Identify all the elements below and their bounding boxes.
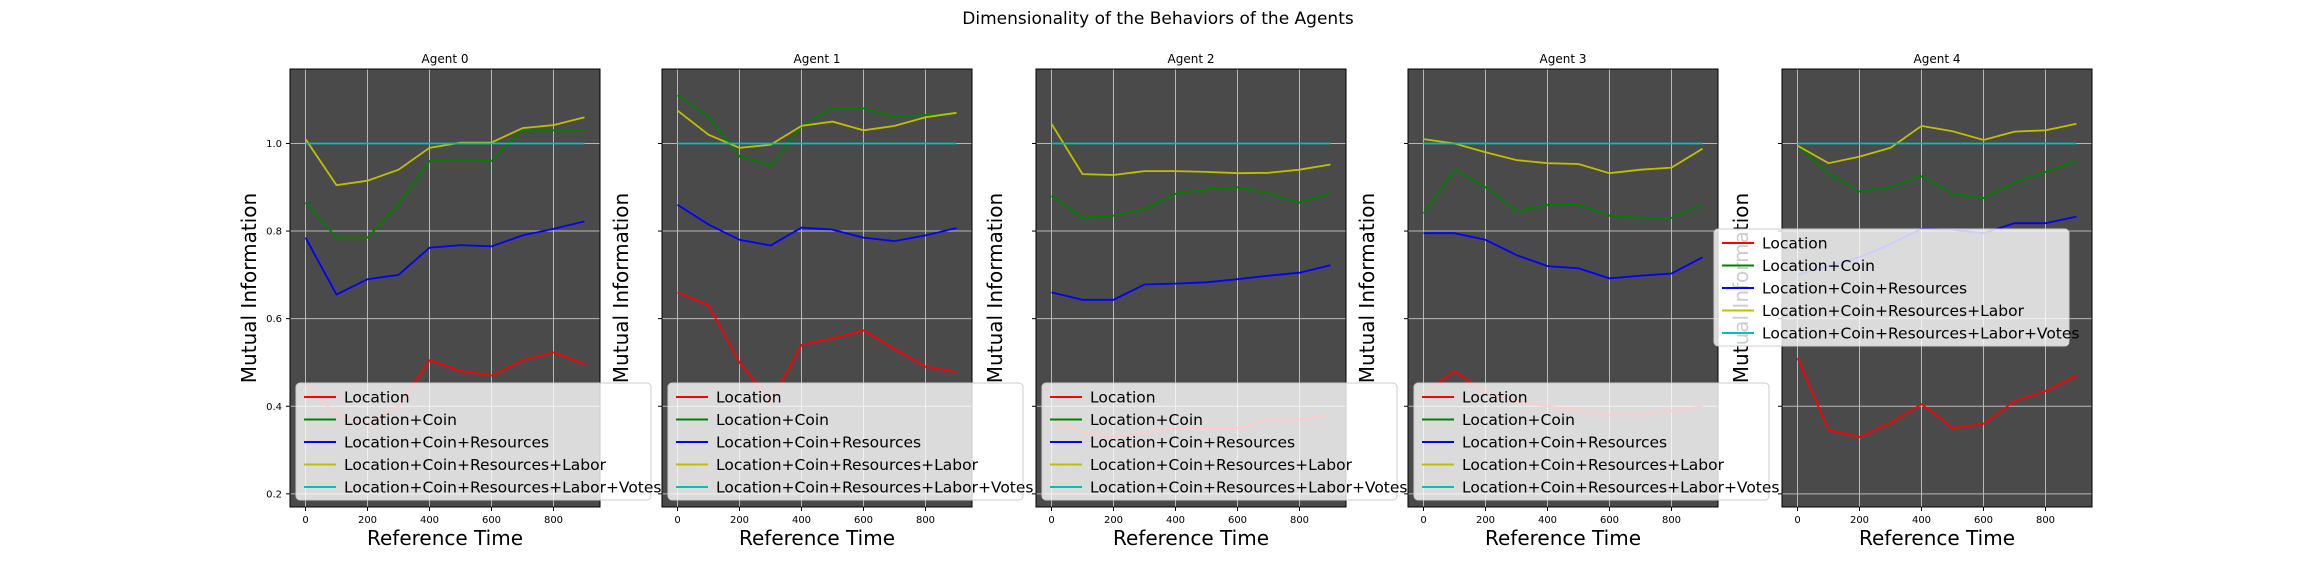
x-tick-label: 800 (1662, 515, 1681, 526)
legend-label: Location+Coin+Resources (716, 434, 921, 452)
x-tick-label: 400 (420, 515, 439, 526)
series-line-location-coin-resources (1423, 232, 1703, 280)
plot-frame (289, 68, 601, 508)
x-axis-label: Reference Time (739, 526, 895, 550)
x-tick-label: 400 (1166, 515, 1185, 526)
legend-label: Location+Coin+Resources (344, 434, 549, 452)
series-line-location-coin-resources-labor (676, 109, 957, 149)
x-tick-label: 800 (1290, 515, 1309, 526)
legend-label: Location+Coin+Resources+Labor (1090, 456, 1353, 474)
legend-box (1041, 382, 1398, 501)
legend-label: Location+Coin (1090, 411, 1203, 429)
x-tick-label: 200 (358, 515, 377, 526)
x-tick-label: 200 (1104, 515, 1123, 526)
x-tick-label: 0 (302, 515, 308, 526)
legend-label: Location+Coin+Resources+Labor (344, 456, 607, 474)
series-line-location-coin-resources-labor (304, 116, 585, 187)
panel-title: Agent 4 (1914, 52, 1961, 66)
series-line-location-coin-resources (677, 204, 957, 247)
legend-label: Location+Coin+Resources+Labor+Votes (716, 479, 1034, 497)
y-axis-label: Mutual Information (983, 193, 1007, 383)
legend-box (295, 382, 652, 501)
legend-label: Location+Coin+Resources+Labor+Votes (1462, 479, 1780, 497)
series-line-location-coin-resources-labor (1423, 138, 1703, 175)
plot-frame (1035, 68, 1347, 508)
legend-label: Location+Coin (344, 411, 457, 429)
legend-label: Location (1762, 235, 1828, 253)
legend-label: Location+Coin+Resources+Labor+Votes (1090, 479, 1408, 497)
legend-label: Location+Coin+Resources+Labor+Votes (1762, 325, 2080, 343)
y-tick-label: 0.4 (266, 402, 282, 413)
legend-label: Location (344, 389, 410, 407)
panel-title: Agent 0 (422, 52, 469, 66)
x-tick-label: 200 (1850, 515, 1869, 526)
x-tick-label: 800 (2036, 515, 2055, 526)
plot-frame (661, 68, 973, 508)
x-tick-label: 200 (730, 515, 749, 526)
x-tick-label: 800 (544, 515, 563, 526)
x-tick-label: 0 (1794, 515, 1800, 526)
legend-label: Location+Coin (1462, 411, 1575, 429)
x-tick-label: 600 (1228, 515, 1247, 526)
series-line-location-coin-resources (304, 220, 585, 296)
x-tick-label: 400 (1538, 515, 1557, 526)
series-line-location-coin (1796, 144, 2077, 200)
series-line-location (677, 291, 957, 404)
legend-box (1413, 382, 1770, 501)
y-axis-label: Mutual Information (1355, 193, 1379, 383)
series-line-location-coin-resources (1051, 264, 1331, 301)
legend-label: Location (716, 389, 782, 407)
y-tick-label: 0.6 (266, 314, 282, 325)
y-tick-label: 1.0 (266, 139, 282, 150)
series-line-location (1796, 357, 2077, 438)
panel-title: Agent 2 (1168, 52, 1215, 66)
x-tick-label: 400 (792, 515, 811, 526)
legend-label: Location+Coin (716, 411, 829, 429)
y-tick-label: 0.2 (266, 489, 282, 500)
legend-label: Location+Coin+Resources (1462, 434, 1667, 452)
legend-box (1713, 228, 2070, 347)
x-tick-label: 0 (1420, 515, 1426, 526)
legend-label: Location+Coin+Resources (1762, 280, 1967, 298)
legend-label: Location+Coin+Resources+Labor (716, 456, 979, 474)
legend-label: Location+Coin+Resources (1090, 434, 1295, 452)
legend-label: Location+Coin+Resources+Labor+Votes (344, 479, 662, 497)
legend-label: Location+Coin (1762, 257, 1875, 275)
y-axis-label: Mutual Information (609, 193, 633, 383)
series-line-location-coin (676, 94, 957, 167)
series-line-location-coin (1050, 186, 1331, 219)
x-axis-label: Reference Time (1113, 526, 1269, 550)
series-line-location-coin-resources-labor (1050, 123, 1331, 176)
legend-label: Location+Coin+Resources+Labor (1462, 456, 1725, 474)
x-axis-label: Reference Time (367, 526, 523, 550)
legend-label: Location+Coin+Resources+Labor (1762, 302, 2025, 320)
x-tick-label: 600 (482, 515, 501, 526)
series-line-location-coin (1422, 168, 1703, 219)
x-tick-label: 0 (1048, 515, 1054, 526)
figure-title: Dimensionality of the Behaviors of the A… (962, 9, 1354, 29)
panel-title: Agent 1 (794, 52, 841, 66)
y-tick-label: 0.8 (266, 227, 282, 238)
legend-label: Location (1462, 389, 1528, 407)
x-tick-label: 200 (1476, 515, 1495, 526)
panel-title: Agent 3 (1540, 52, 1587, 66)
x-tick-label: 0 (674, 515, 680, 526)
legend-label: Location (1090, 389, 1156, 407)
legend-box (667, 382, 1024, 501)
x-tick-label: 800 (916, 515, 935, 526)
x-tick-label: 400 (1912, 515, 1931, 526)
y-axis-label: Mutual Information (237, 193, 261, 383)
x-tick-label: 600 (854, 515, 873, 526)
x-tick-label: 600 (1974, 515, 1993, 526)
x-tick-label: 600 (1600, 515, 1619, 526)
x-axis-label: Reference Time (1859, 526, 2015, 550)
x-axis-label: Reference Time (1485, 526, 1641, 550)
series-line-location-coin-resources-labor (1797, 122, 2077, 165)
series-line-location-coin (304, 129, 585, 239)
